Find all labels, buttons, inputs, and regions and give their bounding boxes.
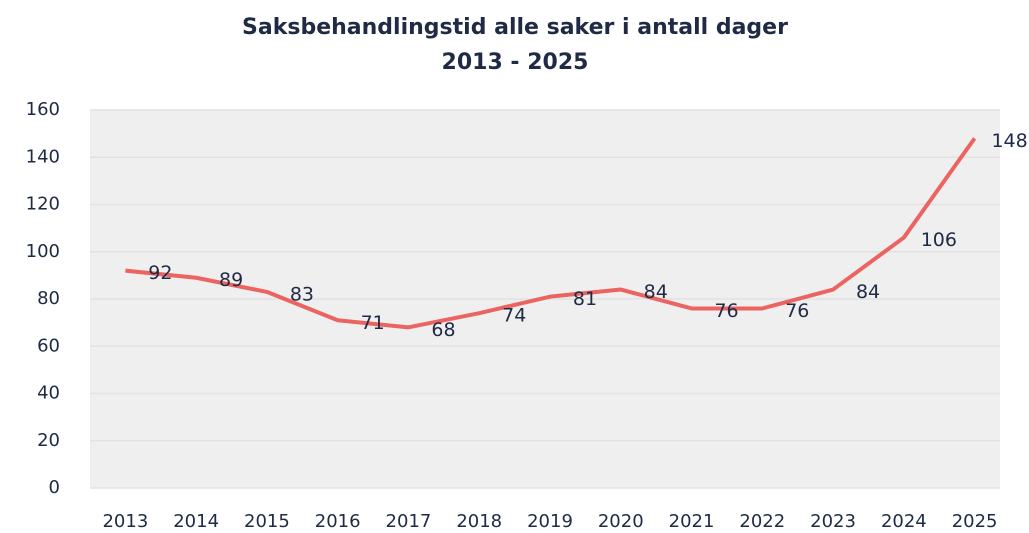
x-tick-label: 2014 xyxy=(173,511,219,532)
data-label: 84 xyxy=(644,281,668,303)
data-label: 76 xyxy=(714,300,738,322)
x-tick-label: 2023 xyxy=(810,511,856,532)
x-tick-label: 2021 xyxy=(669,511,715,532)
data-label: 76 xyxy=(785,300,809,322)
data-label: 71 xyxy=(361,312,385,334)
y-tick-label: 140 xyxy=(26,146,60,167)
y-tick-label: 120 xyxy=(26,194,60,215)
y-tick-label: 160 xyxy=(26,99,60,120)
data-label: 106 xyxy=(921,229,957,251)
chart-subtitle: 2013 - 2025 xyxy=(442,50,589,75)
data-label: 89 xyxy=(219,269,243,291)
x-tick-label: 2013 xyxy=(102,511,148,532)
y-tick-label: 20 xyxy=(37,430,60,451)
x-tick-label: 2016 xyxy=(315,511,361,532)
x-tick-label: 2020 xyxy=(598,511,644,532)
data-label: 84 xyxy=(856,281,880,303)
chart-title: Saksbehandlingstid alle saker i antall d… xyxy=(242,15,788,40)
y-tick-label: 60 xyxy=(37,335,60,356)
x-tick-label: 2022 xyxy=(739,511,785,532)
data-label: 148 xyxy=(991,130,1027,152)
x-tick-label: 2015 xyxy=(244,511,290,532)
x-tick-label: 2025 xyxy=(952,511,998,532)
data-label: 83 xyxy=(290,283,314,305)
y-tick-label: 40 xyxy=(37,383,60,404)
x-tick-label: 2018 xyxy=(456,511,502,532)
data-label: 68 xyxy=(431,319,455,341)
y-tick-label: 100 xyxy=(26,241,60,262)
data-label: 92 xyxy=(148,262,172,284)
y-tick-label: 80 xyxy=(37,288,60,309)
data-label: 74 xyxy=(502,305,526,327)
x-tick-label: 2024 xyxy=(881,511,927,532)
line-series xyxy=(125,137,977,330)
data-label: 81 xyxy=(573,288,597,310)
x-tick-label: 2019 xyxy=(527,511,573,532)
x-tick-label: 2017 xyxy=(386,511,432,532)
y-tick-label: 0 xyxy=(49,477,60,498)
